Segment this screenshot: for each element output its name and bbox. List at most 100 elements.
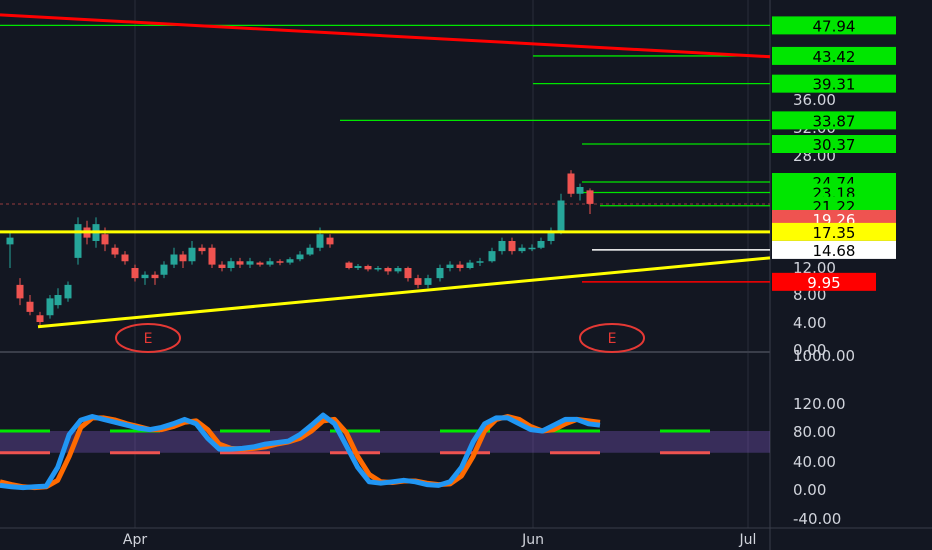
candle-body-28 bbox=[276, 261, 284, 263]
candle-body-18 bbox=[179, 254, 187, 262]
time-axis-label-0: Apr bbox=[123, 532, 147, 548]
time-axis: Apr Jun Jul bbox=[123, 532, 757, 548]
candle-body-11 bbox=[111, 247, 119, 255]
candle-body-47 bbox=[476, 261, 484, 263]
level-lines bbox=[0, 24, 770, 283]
candle-body-44 bbox=[446, 264, 454, 268]
price-tag-3 bbox=[772, 111, 896, 130]
candle-body-17 bbox=[170, 254, 178, 265]
rising-support-trendline bbox=[37, 256, 771, 329]
candle-body-41 bbox=[414, 278, 422, 285]
price-tag-label-0: 47.94 bbox=[813, 17, 856, 35]
candle-body-52 bbox=[528, 247, 536, 250]
candle-body-32 bbox=[316, 234, 324, 248]
price-tag-label-3: 33.87 bbox=[813, 112, 856, 130]
candle-body-0 bbox=[6, 237, 14, 245]
time-axis-label-2: Jul bbox=[739, 532, 757, 548]
candle-body-29 bbox=[286, 259, 294, 263]
candle-body-58 bbox=[586, 190, 594, 204]
candle-body-15 bbox=[151, 274, 159, 279]
candle-body-30 bbox=[296, 254, 304, 260]
candle-body-56 bbox=[567, 173, 575, 194]
earnings-marker-0 bbox=[115, 323, 181, 353]
earnings-marker-label-0: E bbox=[144, 331, 153, 347]
candle-body-40 bbox=[404, 268, 412, 279]
time-axis-label-1: Jun bbox=[521, 532, 544, 548]
candle-body-36 bbox=[364, 265, 372, 270]
candle-body-23 bbox=[227, 261, 235, 268]
candle-body-38 bbox=[384, 268, 392, 272]
price-tags: 47.9443.4239.3133.8730.3724.7423.1821.22… bbox=[772, 16, 896, 292]
price-tag-4 bbox=[772, 135, 896, 154]
candle-body-26 bbox=[256, 262, 264, 265]
osc-axis-label-1: 120.00 bbox=[793, 395, 846, 413]
candle-body-43 bbox=[436, 268, 444, 279]
price-axis-label-5: 4.00 bbox=[793, 314, 826, 332]
price-tag-11 bbox=[772, 272, 876, 291]
earnings-marker-label-1: E bbox=[608, 331, 617, 347]
candle-body-37 bbox=[374, 268, 382, 270]
candle-body-42 bbox=[424, 278, 432, 285]
candle-body-39 bbox=[394, 268, 402, 272]
candle-body-35 bbox=[354, 265, 362, 268]
osc-axis-label-0: 1000.00 bbox=[793, 347, 855, 365]
candle-body-50 bbox=[508, 241, 516, 252]
candle-body-34 bbox=[345, 262, 353, 268]
candle-body-31 bbox=[306, 247, 314, 255]
candle-body-24 bbox=[236, 261, 244, 265]
price-tag-label-11: 9.95 bbox=[807, 274, 840, 292]
candle-body-22 bbox=[218, 264, 226, 268]
candle-body-3 bbox=[36, 315, 44, 322]
candle-body-12 bbox=[121, 254, 129, 262]
price-tag-label-2: 39.31 bbox=[813, 76, 856, 94]
price-axis-label-0: 36.00 bbox=[793, 91, 836, 109]
candle-body-16 bbox=[160, 264, 168, 275]
candle-body-46 bbox=[466, 262, 474, 268]
candle-body-33 bbox=[326, 237, 334, 245]
candle-body-19 bbox=[188, 247, 196, 262]
candle-body-1 bbox=[16, 284, 24, 299]
osc-axis-label-4: 0.00 bbox=[793, 481, 826, 499]
candle-body-48 bbox=[488, 251, 496, 262]
candle-body-6 bbox=[64, 284, 72, 299]
price-tag-label-4: 30.37 bbox=[813, 136, 856, 154]
candles bbox=[6, 170, 594, 326]
oscillator-panel bbox=[0, 412, 770, 491]
candle-body-54 bbox=[547, 230, 555, 241]
earnings-marker-1 bbox=[579, 323, 645, 353]
candle-body-25 bbox=[246, 261, 254, 265]
osc-axis-label-5: -40.00 bbox=[793, 510, 841, 528]
candle-body-5 bbox=[54, 295, 62, 306]
candle-body-4 bbox=[46, 298, 54, 316]
price-tag-9 bbox=[772, 222, 896, 241]
oscillator-series-1 bbox=[0, 412, 601, 491]
osc-axis-label-2: 80.00 bbox=[793, 423, 836, 441]
candle-body-21 bbox=[208, 247, 216, 265]
candle-body-49 bbox=[498, 241, 506, 252]
osc-axis-label-3: 40.00 bbox=[793, 453, 836, 471]
candle-body-10 bbox=[101, 234, 109, 245]
candle-body-14 bbox=[141, 274, 149, 279]
price-tag-2 bbox=[772, 74, 896, 93]
price-tag-label-1: 43.42 bbox=[813, 48, 856, 66]
candle-body-55 bbox=[557, 200, 565, 231]
candle-body-45 bbox=[456, 264, 464, 268]
oscillator-band bbox=[0, 431, 770, 453]
candle-body-2 bbox=[26, 301, 34, 312]
price-axis-label-6: 0.00 bbox=[793, 341, 826, 359]
price-tag-label-10: 14.68 bbox=[813, 242, 856, 260]
candle-body-57 bbox=[576, 187, 584, 194]
price-tag-10 bbox=[772, 240, 896, 259]
candle-body-20 bbox=[198, 247, 206, 252]
candle-body-53 bbox=[537, 241, 545, 248]
candle-body-7 bbox=[74, 224, 82, 258]
price-axis-label-3: 12.00 bbox=[793, 259, 836, 277]
price-tag-1 bbox=[772, 46, 896, 65]
price-axis: 36.0032.0028.0012.008.004.000.001000.001… bbox=[793, 91, 855, 528]
candle-body-51 bbox=[518, 247, 526, 252]
candle-body-27 bbox=[266, 261, 274, 265]
price-tag-label-9: 17.35 bbox=[813, 224, 856, 242]
